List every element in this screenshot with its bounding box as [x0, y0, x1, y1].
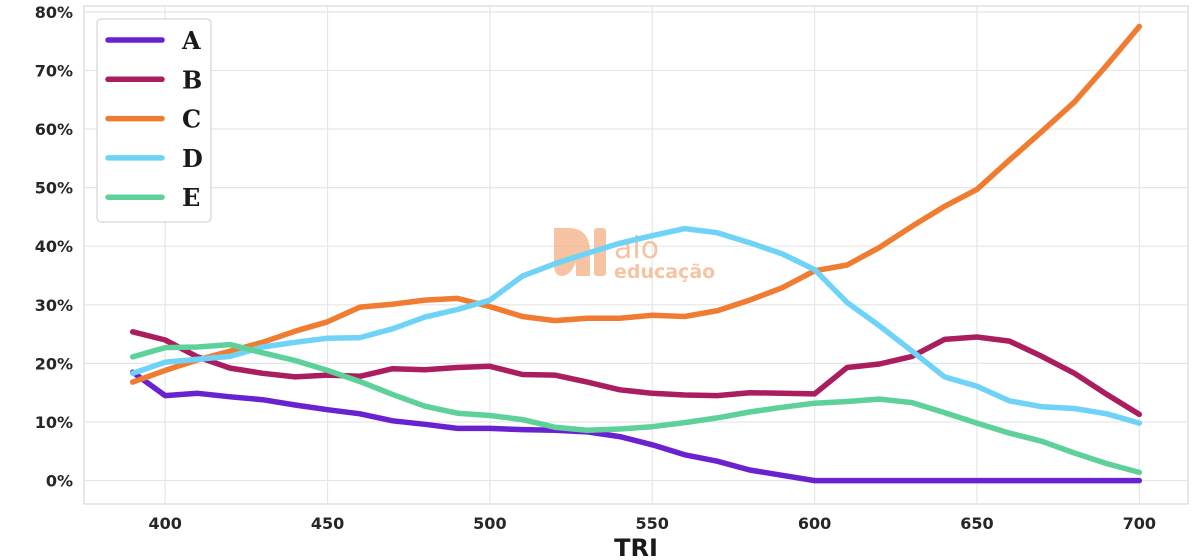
series-line-e	[129, 341, 1143, 476]
legend-label-c: C	[182, 105, 201, 134]
x-tick-label: 600	[798, 514, 831, 533]
y-tick-label: 50%	[35, 179, 73, 198]
y-tick-label: 0%	[46, 472, 73, 491]
legend-label-e: E	[182, 183, 200, 212]
series-group	[129, 23, 1143, 484]
y-tick-label: 20%	[35, 354, 73, 373]
x-tick-label: 700	[1123, 514, 1156, 533]
legend-label-b: B	[182, 65, 202, 94]
watermark-text-educacao: educação	[614, 261, 715, 283]
series-line-c	[129, 23, 1143, 385]
series-line-b	[129, 329, 1143, 418]
x-tick-label: 400	[148, 514, 181, 533]
series-line-d	[129, 225, 1143, 426]
y-tick-label: 80%	[35, 3, 73, 22]
y-tick-label: 30%	[35, 296, 73, 315]
plot-area	[83, 5, 1189, 505]
y-tick-label: 10%	[35, 413, 73, 432]
x-tick-label: 650	[960, 514, 993, 533]
legend-label-d: D	[182, 144, 203, 173]
y-axis-ticks: 0% 10% 20% 30% 40% 50% 60% 70% 80%	[35, 3, 73, 491]
series-line-a	[129, 369, 1143, 484]
x-axis-title: TRI	[614, 534, 658, 560]
y-tick-label: 40%	[35, 237, 73, 256]
y-tick-label: 70%	[35, 61, 73, 80]
legend-label-a: A	[181, 26, 201, 55]
y-tick-label: 60%	[35, 120, 73, 139]
x-tick-label: 450	[311, 514, 344, 533]
x-tick-label: 500	[473, 514, 506, 533]
x-axis-ticks: 400 450 500 550 600 650 700	[148, 514, 1156, 533]
x-tick-label: 550	[636, 514, 669, 533]
